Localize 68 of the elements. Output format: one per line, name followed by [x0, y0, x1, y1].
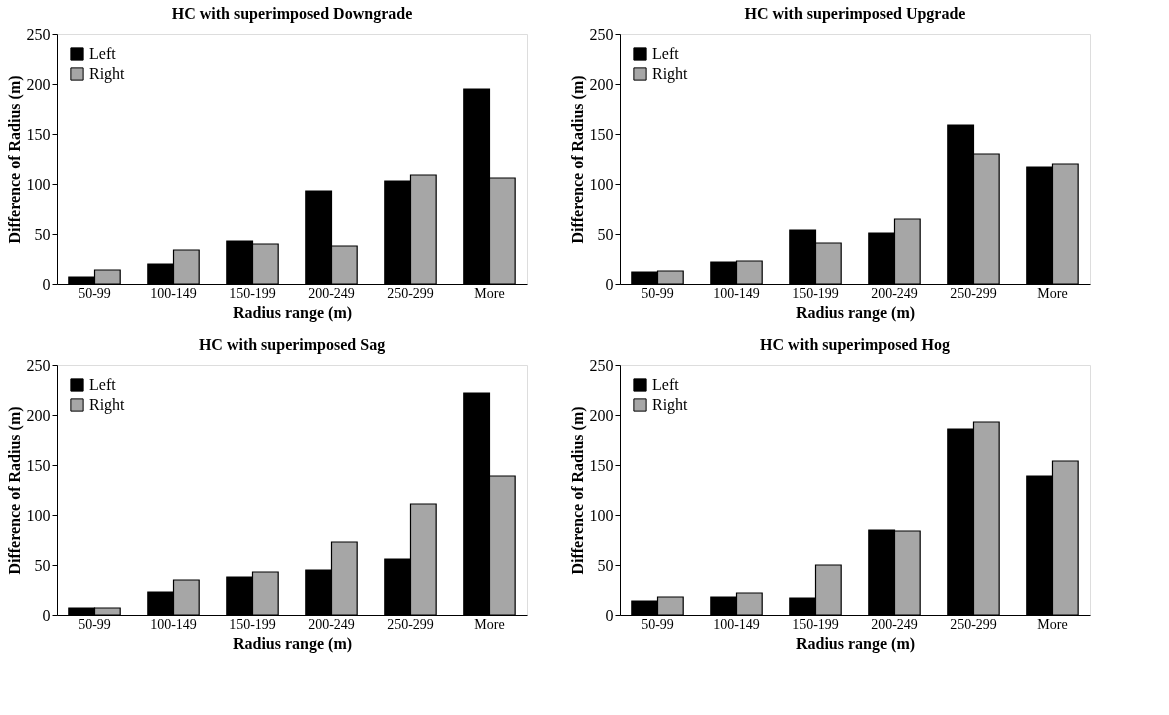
- y-axis-title: Difference of Radius (m): [5, 75, 24, 244]
- x-axis-title: Radius range (m): [795, 303, 916, 322]
- x-tick-label: 100-149: [713, 285, 760, 301]
- y-tick-label: 0: [605, 275, 614, 293]
- y-axis-title: Difference of Radius (m): [568, 75, 587, 244]
- x-tick-label: 150-199: [792, 616, 839, 632]
- x-tick-label: More: [474, 285, 505, 301]
- legend-label: Left: [89, 376, 117, 393]
- x-tick-label: 150-199: [792, 285, 839, 301]
- y-tick-label: 100: [589, 506, 614, 524]
- x-tick-label: 250-299: [950, 616, 997, 632]
- x-tick-label: 100-149: [150, 616, 197, 632]
- y-tick-label: 100: [26, 506, 51, 524]
- x-tick-label: 200-249: [871, 616, 918, 632]
- y-tick-label: 0: [42, 275, 51, 293]
- y-tick-label: 50: [597, 556, 614, 574]
- x-tick-label: More: [474, 616, 505, 632]
- y-tick-label: 200: [26, 406, 51, 424]
- chart-title: HC with superimposed Upgrade: [744, 5, 966, 23]
- y-tick-label: 100: [589, 175, 614, 193]
- y-tick-label: 250: [26, 25, 51, 43]
- y-tick-label: 150: [589, 456, 614, 474]
- y-tick-label: 200: [589, 406, 614, 424]
- y-axis-title: Difference of Radius (m): [5, 406, 24, 575]
- x-axis-title: Radius range (m): [232, 303, 353, 322]
- y-tick-label: 100: [26, 175, 51, 193]
- x-tick-label: 150-199: [229, 616, 276, 632]
- y-tick-label: 50: [597, 225, 614, 243]
- x-tick-label: 150-199: [229, 285, 276, 301]
- x-tick-label: 200-249: [308, 616, 355, 632]
- chart-title: HC with superimposed Downgrade: [171, 5, 413, 23]
- x-tick-label: 100-149: [713, 616, 760, 632]
- y-tick-label: 50: [34, 225, 51, 243]
- x-tick-label: More: [1037, 616, 1068, 632]
- y-tick-label: 150: [26, 456, 51, 474]
- y-tick-label: 50: [34, 556, 51, 574]
- y-tick-label: 0: [605, 606, 614, 624]
- x-tick-label: 250-299: [387, 616, 434, 632]
- x-tick-label: 50-99: [78, 285, 111, 301]
- x-tick-label: 50-99: [78, 616, 111, 632]
- y-tick-label: 250: [589, 25, 614, 43]
- x-tick-label: 100-149: [150, 285, 197, 301]
- chart-title: HC with superimposed Hog: [760, 336, 950, 354]
- legend-label: Right: [89, 396, 126, 414]
- x-tick-label: 50-99: [641, 285, 674, 301]
- legend-label: Left: [652, 45, 680, 62]
- legend-label: Right: [652, 396, 689, 414]
- y-axis-title: Difference of Radius (m): [568, 406, 587, 575]
- y-tick-label: 250: [26, 356, 51, 374]
- x-tick-label: 50-99: [641, 616, 674, 632]
- chart-title: HC with superimposed Sag: [198, 336, 386, 354]
- y-tick-label: 150: [589, 125, 614, 143]
- legend-label: Right: [89, 65, 126, 83]
- x-axis-title: Radius range (m): [232, 634, 353, 653]
- x-tick-label: 250-299: [950, 285, 997, 301]
- y-tick-label: 150: [26, 125, 51, 143]
- x-tick-label: 250-299: [387, 285, 434, 301]
- legend-label: Right: [652, 65, 689, 83]
- y-tick-label: 250: [589, 356, 614, 374]
- legend-label: Left: [652, 376, 680, 393]
- y-tick-label: 200: [26, 75, 51, 93]
- x-tick-label: More: [1037, 285, 1068, 301]
- y-tick-label: 0: [42, 606, 51, 624]
- x-tick-label: 200-249: [308, 285, 355, 301]
- legend-label: Left: [89, 45, 117, 62]
- x-tick-label: 200-249: [871, 285, 918, 301]
- x-axis-title: Radius range (m): [795, 634, 916, 653]
- y-tick-label: 200: [589, 75, 614, 93]
